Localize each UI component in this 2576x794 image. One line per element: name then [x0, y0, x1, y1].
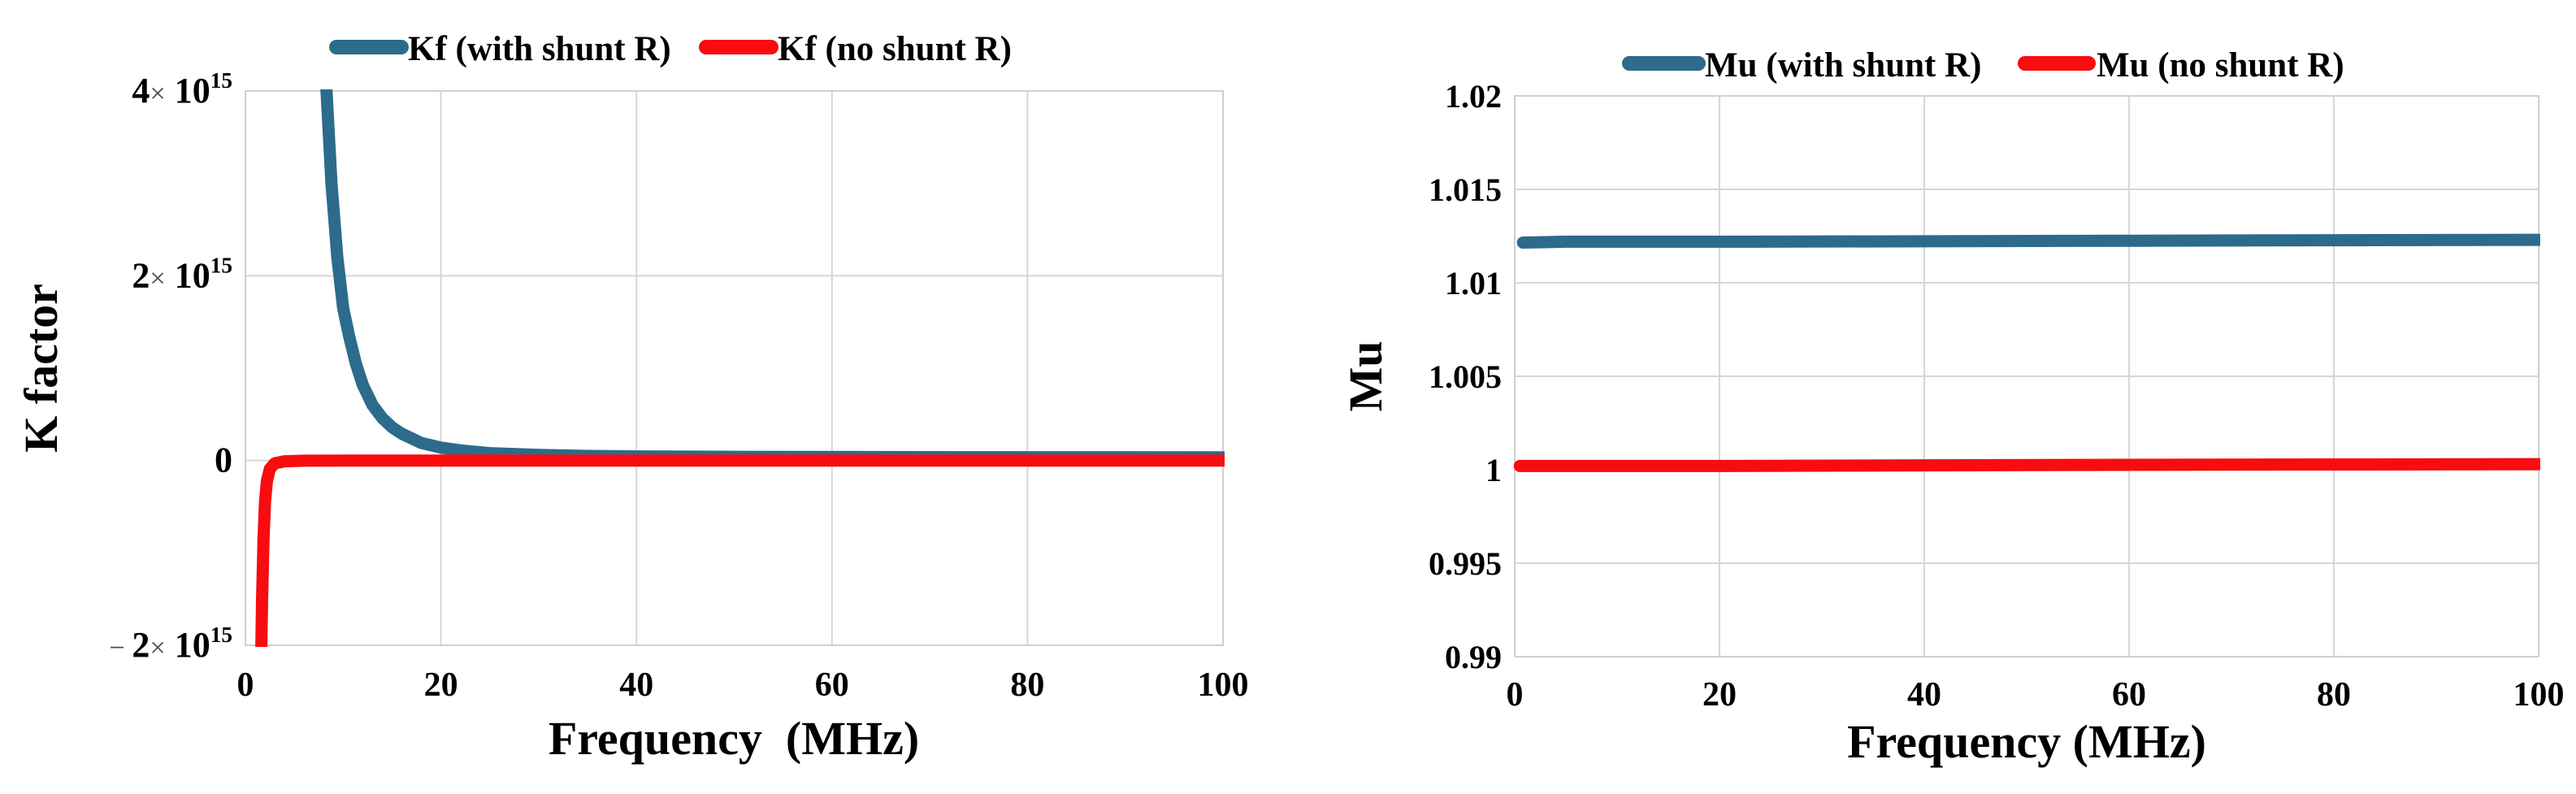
y-tick-times: × [150, 78, 165, 109]
kf-no-shunt-r-legend-label: Kf (no shunt R) [778, 30, 1012, 68]
x-tick-label-40: 40 [1907, 676, 1941, 714]
y-tick-sign: − [109, 632, 132, 663]
x-tick-label-0: 0 [1507, 676, 1524, 714]
legend: Mu (with shunt R) Mu (no shunt R) [1622, 46, 2344, 85]
series-group [255, 89, 1225, 647]
x-tick-label-80: 80 [2317, 676, 2351, 714]
kf-no-shunt-r-line [255, 454, 1225, 647]
y-tick-mantissa: 2 [132, 625, 150, 665]
y-tick-label: 1.015 [1429, 171, 1502, 208]
x-tick-label-40: 40 [619, 666, 653, 704]
y-axis-title: K factor [15, 284, 67, 453]
grid [245, 90, 1224, 646]
y-tick-label: 0.99 [1445, 639, 1502, 675]
y-tick-label: 4× 1015 [132, 68, 232, 111]
mu-no-shunt-r-legend-label: Mu (no shunt R) [2097, 46, 2344, 85]
grid [1514, 95, 2539, 657]
y-tick-label: 0.995 [1429, 545, 1502, 582]
mu-with-shunt-r-legend-label: Mu (with shunt R) [1705, 46, 1981, 85]
kf-with-shunt-r-line [320, 89, 1225, 464]
y-tick-times: × [150, 632, 165, 663]
y-tick-exponent: 15 [210, 623, 232, 647]
legend: Kf (with shunt R) Kf (no shunt R) [329, 30, 1012, 68]
y-tick-mantissa: 1.005 [1429, 358, 1502, 395]
x-tick-label-60: 60 [815, 666, 849, 704]
y-tick-label: 1.005 [1429, 358, 1502, 395]
plot-area [245, 90, 1224, 646]
x-tick-label-60: 60 [2112, 676, 2146, 714]
x-tick-label-80: 80 [1010, 666, 1044, 704]
mu-no-shunt-r-line [1513, 458, 2540, 472]
y-tick-label: − 2× 1015 [109, 623, 232, 665]
y-tick-label: 1.01 [1445, 265, 1502, 302]
y-tick-mantissa: 0.99 [1445, 639, 1502, 675]
y-tick-mantissa: 4 [132, 71, 150, 111]
y-tick-base: 10 [166, 625, 210, 665]
kf-with-shunt-r-legend-label: Kf (with shunt R) [408, 30, 671, 68]
y-tick-mantissa: 2 [132, 255, 150, 295]
x-axis-title: Frequency (MHz) [1847, 715, 2206, 768]
y-tick-mantissa: 0 [215, 440, 232, 480]
y-tick-label: 0 [215, 440, 232, 480]
y-tick-exponent: 15 [210, 68, 232, 93]
y-tick-exponent: 15 [210, 253, 232, 277]
chart-mu: 1.02 1.015 1.01 1.005 1 0.995 0.990 20 40 60 80 100… [1339, 46, 2565, 768]
y-tick-label: 2× 1015 [132, 253, 232, 295]
y-tick-mantissa: 1.015 [1429, 171, 1502, 208]
x-axis-title: Frequency (MHz) [549, 712, 919, 765]
y-tick-label: 1 [1485, 452, 1502, 488]
x-tick-label-20: 20 [424, 666, 458, 704]
y-tick-mantissa: 1.01 [1445, 265, 1502, 302]
y-tick-base: 10 [166, 255, 210, 295]
y-tick-mantissa: 1.02 [1445, 78, 1502, 115]
y-axis-title: Mu [1339, 341, 1392, 412]
y-tick-mantissa: 0.995 [1429, 545, 1502, 582]
series-group [1513, 233, 2540, 472]
y-tick-times: × [150, 262, 165, 293]
y-tick-label: 1.02 [1445, 78, 1502, 115]
x-tick-label-100: 100 [1198, 666, 1249, 704]
plot-area [1514, 95, 2539, 657]
x-tick-label-100: 100 [2513, 676, 2565, 714]
y-tick-mantissa: 1 [1485, 452, 1502, 488]
y-tick-base: 10 [166, 71, 210, 111]
mu-with-shunt-r-line [1516, 233, 2540, 249]
x-tick-label-20: 20 [1702, 676, 1737, 714]
x-tick-label-0: 0 [237, 666, 254, 704]
